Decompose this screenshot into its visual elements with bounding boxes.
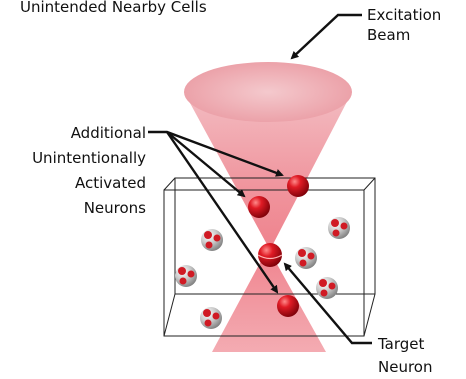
- additional-arrow-3: [166, 131, 279, 294]
- target-neuron-shape: [257, 243, 283, 267]
- target-arrow: [283, 262, 372, 345]
- excitation-label-line2: Beam: [367, 26, 410, 44]
- top-caption: Unintended Nearby Cells: [20, 0, 207, 16]
- additional-arrow-2: [166, 131, 246, 198]
- additional-label-line2: Unintentionally: [32, 149, 146, 167]
- inactive-neuron: [200, 307, 222, 329]
- unintended-neurons: [248, 175, 309, 317]
- additional-label-line4: Neurons: [84, 199, 146, 217]
- inactive-neuron: [295, 247, 317, 269]
- additional-label-line3: Activated: [75, 174, 146, 192]
- additional-neurons-label: Additional Unintentionally Activated Neu…: [32, 124, 146, 217]
- annotation-arrows: [148, 13, 372, 345]
- inactive-neuron: [316, 277, 338, 299]
- inactive-neurons: [175, 217, 350, 329]
- inactive-neuron: [201, 229, 223, 251]
- activated-neuron: [287, 175, 309, 197]
- activated-neuron: [277, 295, 299, 317]
- activated-neuron: [248, 196, 270, 218]
- inactive-neuron: [328, 217, 350, 239]
- target-label-line1: Target: [377, 335, 425, 353]
- target-label-line2: Neuron: [378, 358, 432, 376]
- excitation-label: Excitation Beam: [367, 6, 441, 44]
- inactive-neuron: [175, 265, 197, 287]
- tissue-cube: [163, 177, 376, 337]
- target-neuron-label: Target Neuron: [377, 335, 432, 376]
- excitation-arrow: [290, 13, 362, 60]
- additional-label-line1: Additional: [71, 124, 146, 142]
- excitation-label-line1: Excitation: [367, 6, 441, 24]
